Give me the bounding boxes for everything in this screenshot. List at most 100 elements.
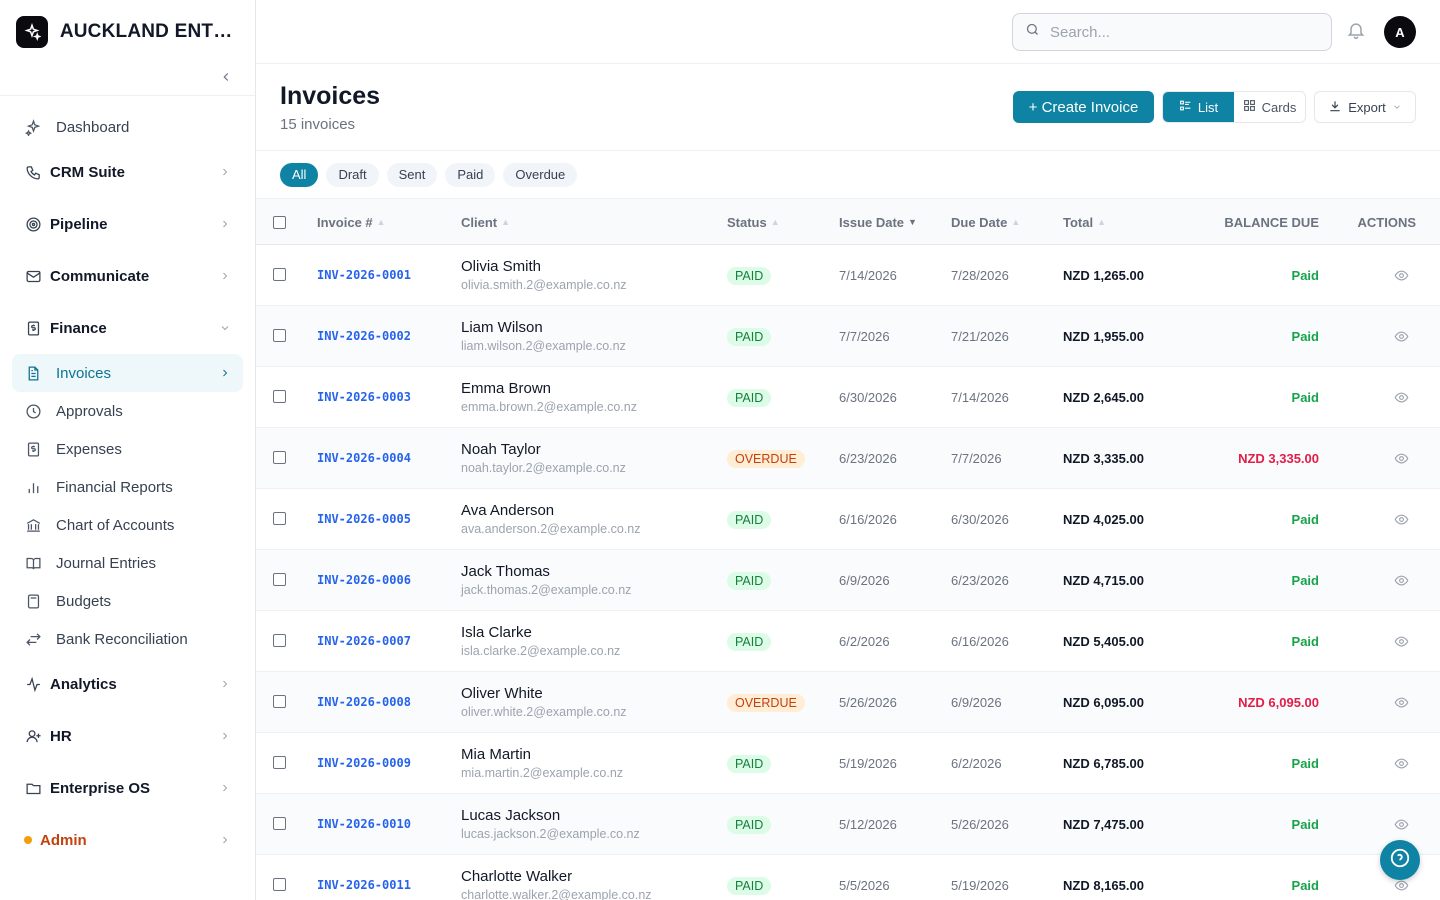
eye-icon[interactable] <box>1394 878 1409 896</box>
table-row[interactable]: INV-2026-0003 Emma Brown emma.brown.2@ex… <box>256 367 1440 428</box>
create-invoice-button[interactable]: + Create Invoice <box>1013 91 1154 123</box>
sidebar-item-budgets[interactable]: Budgets <box>12 582 243 620</box>
view-cards-button[interactable]: Cards <box>1234 92 1305 122</box>
row-checkbox[interactable] <box>273 512 286 525</box>
eye-icon[interactable] <box>1394 756 1409 774</box>
row-checkbox[interactable] <box>273 451 286 464</box>
invoice-number-link[interactable]: INV-2026-0009 <box>317 756 411 770</box>
sidebar-section-communicate[interactable]: Communicate <box>12 250 243 302</box>
export-button[interactable]: Export <box>1314 91 1416 123</box>
row-checkbox[interactable] <box>273 817 286 830</box>
column-actions: ACTIONS <box>1358 199 1417 245</box>
sidebar-section-analytics[interactable]: Analytics <box>12 658 243 710</box>
invoice-number-link[interactable]: INV-2026-0011 <box>317 878 411 892</box>
sidebar-section-finance[interactable]: Finance <box>12 302 243 354</box>
client-email: emma.brown.2@example.co.nz <box>461 400 637 414</box>
eye-icon[interactable] <box>1394 329 1409 347</box>
filter-draft[interactable]: Draft <box>326 162 379 187</box>
sidebar-item-chart-of-accounts[interactable]: Chart of Accounts <box>12 506 243 544</box>
table-row[interactable]: INV-2026-0008 Oliver White oliver.white.… <box>256 672 1440 733</box>
sidebar-section-crm[interactable]: CRM Suite <box>12 146 243 198</box>
invoice-number-link[interactable]: INV-2026-0010 <box>317 817 411 831</box>
row-checkbox[interactable] <box>273 878 286 891</box>
invoice-number-link[interactable]: INV-2026-0002 <box>317 329 411 343</box>
table-row[interactable]: INV-2026-0001 Olivia Smith olivia.smith.… <box>256 245 1440 306</box>
invoice-number-link[interactable]: INV-2026-0005 <box>317 512 411 526</box>
column-total[interactable]: Total ▲ <box>1063 199 1106 245</box>
sidebar-item-dashboard[interactable]: Dashboard <box>12 108 243 146</box>
row-checkbox[interactable] <box>273 695 286 708</box>
sidebar-section-admin[interactable]: Admin <box>12 814 243 866</box>
search-box[interactable] <box>1012 13 1332 51</box>
eye-icon[interactable] <box>1394 268 1409 286</box>
filter-all[interactable]: All <box>280 162 319 187</box>
client-name: Ava Anderson <box>461 502 555 519</box>
sidebar-item-expenses[interactable]: Expenses <box>12 430 243 468</box>
bell-icon[interactable] <box>1346 20 1366 45</box>
search-input[interactable] <box>1050 23 1310 41</box>
table-row[interactable]: INV-2026-0011 Charlotte Walker charlotte… <box>256 855 1440 900</box>
sidebar-item-journal-entries[interactable]: Journal Entries <box>12 544 243 582</box>
balance-due: Paid <box>1291 329 1319 344</box>
help-button[interactable] <box>1380 840 1420 880</box>
sidebar-section-pipeline[interactable]: Pipeline <box>12 198 243 250</box>
invoice-number-link[interactable]: INV-2026-0003 <box>317 390 411 404</box>
filter-paid[interactable]: Paid <box>445 162 496 187</box>
list-icon <box>1179 99 1192 115</box>
status-badge: PAID <box>727 572 772 590</box>
eye-icon[interactable] <box>1394 390 1409 408</box>
filter-sent[interactable]: Sent <box>386 162 438 187</box>
due-date: 6/16/2026 <box>951 634 1009 649</box>
row-checkbox[interactable] <box>273 329 286 342</box>
table-row[interactable]: INV-2026-0004 Noah Taylor noah.taylor.2@… <box>256 428 1440 489</box>
row-checkbox[interactable] <box>273 634 286 647</box>
eye-icon[interactable] <box>1394 573 1409 591</box>
table-row[interactable]: INV-2026-0010 Lucas Jackson lucas.jackso… <box>256 794 1440 855</box>
sidebar-item-invoices[interactable]: Invoices <box>12 354 243 392</box>
view-list-button[interactable]: List <box>1163 92 1234 122</box>
row-checkbox[interactable] <box>273 268 286 281</box>
table-row[interactable]: INV-2026-0005 Ava Anderson ava.anderson.… <box>256 489 1440 550</box>
due-date: 7/28/2026 <box>951 268 1009 283</box>
row-checkbox[interactable] <box>273 390 286 403</box>
sidebar-section-hr[interactable]: HR <box>12 710 243 762</box>
invoice-number-link[interactable]: INV-2026-0001 <box>317 268 411 282</box>
row-checkbox[interactable] <box>273 573 286 586</box>
avatar[interactable]: A <box>1384 16 1416 48</box>
filter-overdue[interactable]: Overdue <box>503 162 578 187</box>
sidebar-section-enterprise-os[interactable]: Enterprise OS <box>12 762 243 814</box>
row-checkbox[interactable] <box>273 756 286 769</box>
sidebar-item-bank-reconciliation[interactable]: Bank Reconciliation <box>12 620 243 658</box>
eye-icon[interactable] <box>1394 512 1409 530</box>
client-name: Noah Taylor <box>461 441 541 458</box>
issue-date: 5/12/2026 <box>839 817 897 832</box>
sort-up-icon: ▲ <box>376 217 386 227</box>
invoice-number-link[interactable]: INV-2026-0006 <box>317 573 411 587</box>
column-due-date[interactable]: Due Date ▲ <box>951 199 1020 245</box>
column-status[interactable]: Status ▲ <box>727 199 780 245</box>
column-client[interactable]: Client ▲ <box>461 199 510 245</box>
eye-icon[interactable] <box>1394 634 1409 652</box>
column-invoice[interactable]: Invoice # ▲ <box>317 199 386 245</box>
table-row[interactable]: INV-2026-0007 Isla Clarke isla.clarke.2@… <box>256 611 1440 672</box>
eye-icon[interactable] <box>1394 817 1409 835</box>
invoice-number-link[interactable]: INV-2026-0008 <box>317 695 411 709</box>
brand[interactable]: AUCKLAND ENTER... <box>0 0 255 64</box>
balance-due: Paid <box>1291 573 1319 588</box>
sort-up-icon: ▲ <box>1097 217 1107 227</box>
sidebar-item-financial-reports[interactable]: Financial Reports <box>12 468 243 506</box>
column-issue-date[interactable]: Issue Date ▼ <box>839 199 917 245</box>
collapse-sidebar-icon[interactable] <box>219 70 233 89</box>
select-all-checkbox[interactable] <box>273 215 286 229</box>
status-badge: PAID <box>727 633 772 651</box>
invoice-number-link[interactable]: INV-2026-0007 <box>317 634 411 648</box>
invoice-number-link[interactable]: INV-2026-0004 <box>317 451 411 465</box>
eye-icon[interactable] <box>1394 451 1409 469</box>
table-row[interactable]: INV-2026-0009 Mia Martin mia.martin.2@ex… <box>256 733 1440 794</box>
table-row[interactable]: INV-2026-0002 Liam Wilson liam.wilson.2@… <box>256 306 1440 367</box>
sidebar-item-approvals[interactable]: Approvals <box>12 392 243 430</box>
eye-icon[interactable] <box>1394 695 1409 713</box>
sidebar-section-label: Communicate <box>50 267 150 285</box>
table-row[interactable]: INV-2026-0006 Jack Thomas jack.thomas.2@… <box>256 550 1440 611</box>
sidebar-section-label: HR <box>50 727 72 745</box>
